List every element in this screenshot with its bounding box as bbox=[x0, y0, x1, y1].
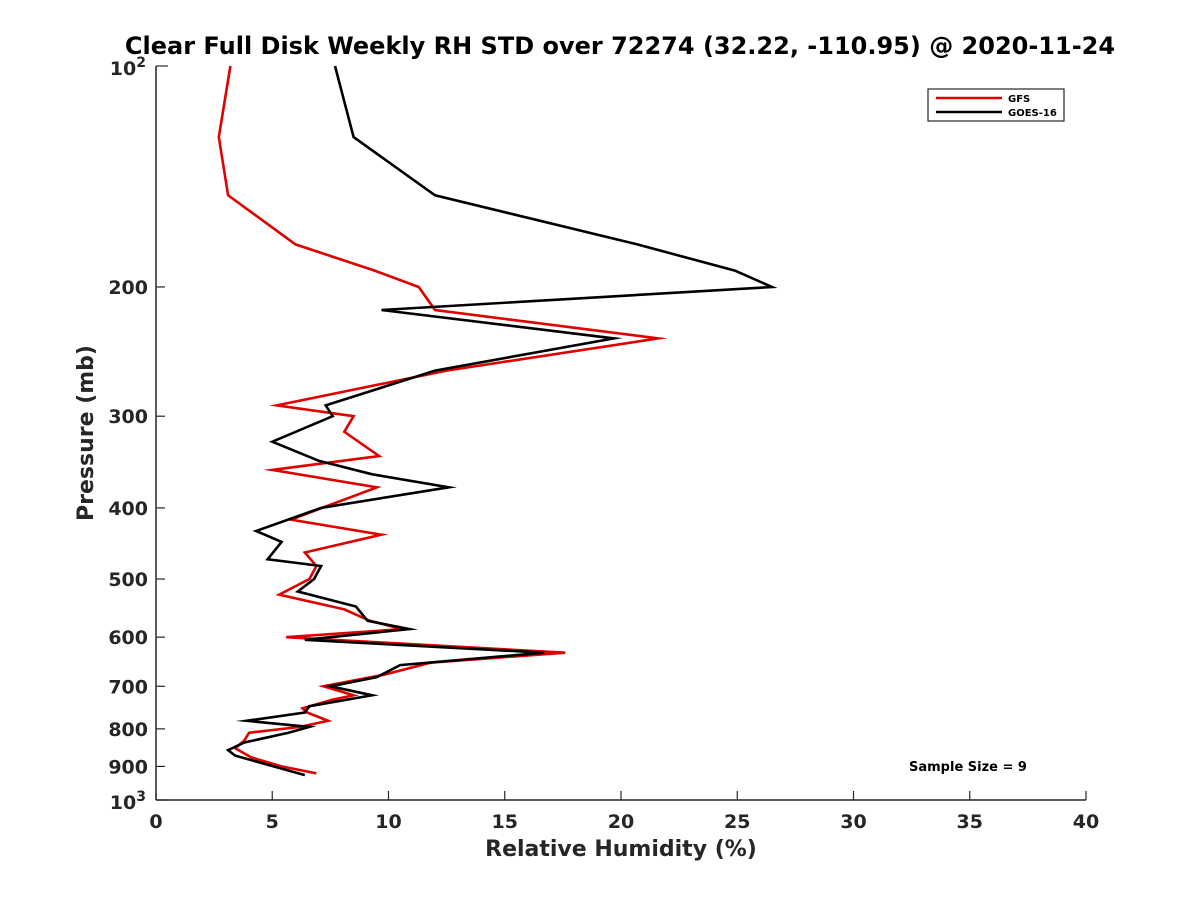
series-layer bbox=[217, 65, 778, 777]
y-decade-tick-label: 102 bbox=[110, 55, 146, 80]
y-decade-tick-label: 103 bbox=[110, 789, 146, 814]
y-tick-label: 800 bbox=[108, 719, 148, 741]
x-axis-label: Relative Humidity (%) bbox=[485, 837, 757, 862]
x-tick-label: 20 bbox=[608, 811, 634, 833]
x-tick-label: 5 bbox=[266, 811, 279, 833]
legend: GFS GOES-16 bbox=[927, 88, 1065, 122]
sample-size-annotation: Sample Size = 9 bbox=[909, 760, 1027, 775]
y-decade-base: 10 bbox=[110, 58, 136, 80]
x-tick-label: 40 bbox=[1073, 811, 1099, 833]
x-tick-label: 30 bbox=[840, 811, 866, 833]
series-line-gfs bbox=[217, 65, 668, 775]
y-tick-label: 300 bbox=[108, 406, 148, 428]
y-tick-label: 400 bbox=[108, 498, 148, 520]
y-tick-label: 700 bbox=[108, 676, 148, 698]
chart-title: Clear Full Disk Weekly RH STD over 72274… bbox=[125, 32, 1115, 60]
series-line-goes-16 bbox=[225, 65, 778, 777]
x-tick-label: 0 bbox=[149, 811, 162, 833]
x-tick-label: 10 bbox=[375, 811, 401, 833]
legend-label: GOES-16 bbox=[1008, 108, 1057, 119]
y-tick-label: 200 bbox=[108, 277, 148, 299]
y-tick-label: 500 bbox=[108, 569, 148, 591]
x-tick-label: 15 bbox=[492, 811, 518, 833]
legend-label: GFS bbox=[1008, 94, 1030, 105]
y-decade-base: 10 bbox=[110, 792, 136, 814]
y-decade-exponent: 3 bbox=[136, 789, 146, 805]
y-tick-label: 600 bbox=[108, 627, 148, 649]
y-tick-label: 900 bbox=[108, 756, 148, 778]
legend-box bbox=[927, 88, 1065, 122]
x-ticks: 0 5 10 15 20 25 30 35 40 bbox=[149, 791, 1099, 833]
y-axis-label: Pressure (mb) bbox=[74, 345, 99, 521]
y-decade-exponent: 2 bbox=[136, 55, 146, 71]
x-tick-label: 35 bbox=[957, 811, 983, 833]
x-tick-label: 25 bbox=[724, 811, 750, 833]
